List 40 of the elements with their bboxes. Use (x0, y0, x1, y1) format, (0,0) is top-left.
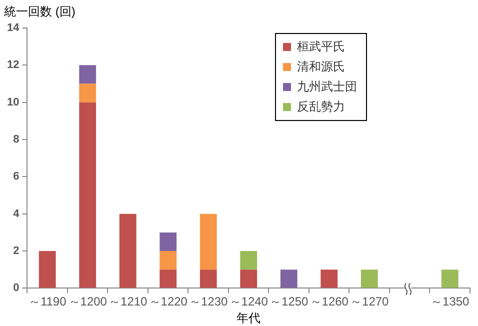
x-tick-label: ～1210 (108, 294, 148, 309)
y-tick-label: 12 (6, 59, 20, 72)
y-tick-label: 8 (13, 134, 20, 146)
x-tick-label: ～1230 (189, 294, 228, 309)
bar (79, 65, 96, 84)
legend-label: 桓武平氏 (296, 39, 345, 54)
bar (160, 270, 177, 288)
bar (160, 251, 177, 270)
legend-label: 九州武士団 (297, 79, 357, 94)
legend-label: 反乱勢力 (297, 99, 345, 114)
bar (200, 270, 217, 288)
y-tick-label: 10 (6, 96, 20, 108)
bar (280, 270, 298, 288)
bar (240, 251, 258, 270)
x-axis-title: 年代 (236, 311, 261, 326)
x-tick-label: ～1200 (68, 294, 108, 309)
bar (38, 251, 56, 288)
bar (360, 270, 378, 288)
y-tick-label: 2 (13, 245, 20, 258)
bar (320, 270, 338, 288)
y-tick-label: 0 (13, 282, 20, 294)
x-tick-label: ～1260 (310, 294, 349, 309)
bar (240, 270, 258, 288)
y-tick-label: 4 (13, 208, 20, 220)
bar (160, 232, 177, 252)
x-tick-label: ～1190 (28, 294, 67, 309)
y-tick-label: 6 (13, 170, 20, 183)
x-tick-label: ～1220 (148, 294, 188, 309)
x-tick-label: ～1250 (270, 294, 309, 309)
bar (441, 270, 458, 288)
bar (200, 214, 217, 270)
x-tick-label: ～1350 (430, 294, 470, 309)
x-tick-label: ～1270 (350, 294, 390, 309)
bar (79, 102, 96, 288)
y-axis-title: 統一回数 (回) (4, 4, 76, 18)
bar (79, 84, 96, 102)
legend-label: 清和源氏 (297, 59, 345, 74)
bar (119, 214, 136, 288)
y-tick-label: 14 (6, 22, 20, 34)
x-tick-label: ～1240 (229, 294, 268, 309)
